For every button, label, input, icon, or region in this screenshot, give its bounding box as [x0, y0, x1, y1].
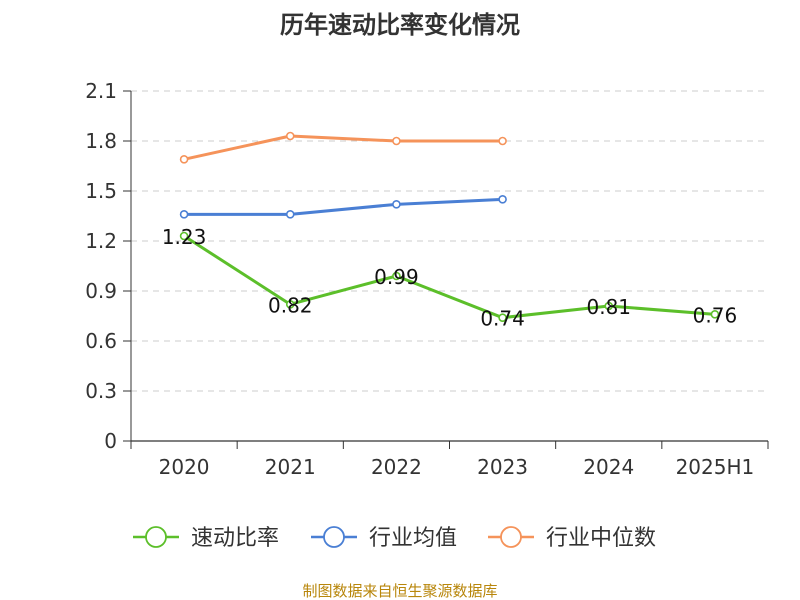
x-tick-label-0: 2020 — [159, 455, 210, 479]
x-tick-label-2: 2022 — [371, 455, 422, 479]
data-label-0: 1.23 — [162, 225, 207, 249]
data-label-5: 0.76 — [693, 303, 738, 327]
legend-marker-1 — [323, 526, 345, 548]
x-tick-label-3: 2023 — [477, 455, 528, 479]
y-tick-label-3: 0.9 — [85, 279, 117, 303]
series-0-point-1 — [285, 300, 295, 309]
series-2-point-3 — [498, 136, 507, 146]
y-tick-label-5: 1.5 — [85, 179, 117, 203]
data-labels: 1.23 0.82 0.99 0.74 0.81 0.76 — [162, 225, 737, 331]
series-0-point-2 — [392, 271, 401, 281]
legend-marker-0 — [145, 526, 167, 548]
legend-marker-2 — [500, 526, 522, 548]
legend-label-1: 行业均值 — [369, 526, 457, 551]
data-label-3: 0.74 — [480, 307, 525, 331]
y-tick-label-7: 2.1 — [85, 79, 117, 103]
series-1-point-2 — [392, 200, 401, 209]
series-0-point-3 — [498, 313, 507, 322]
x-tick-label-1: 2021 — [265, 455, 316, 479]
series-1-point-1 — [285, 210, 295, 219]
x-tick-label-4: 2024 — [583, 455, 634, 479]
series-1-point-0 — [179, 210, 189, 219]
chart-title: 历年速动比率变化情况 — [280, 11, 520, 39]
data-label-2: 0.99 — [374, 265, 419, 289]
source-note: 制图数据来自恒生聚源数据库 — [302, 582, 497, 600]
series-2-point-1 — [285, 131, 295, 141]
y-tick-label-2: 0.6 — [85, 329, 117, 353]
series-0-point-4 — [604, 301, 614, 311]
series-line-0 — [183, 234, 716, 320]
y-tick-label-6: 1.8 — [85, 129, 117, 153]
legend-label-0: 速动比率 — [191, 526, 279, 551]
y-tick-label-0: 0 — [104, 429, 117, 453]
series-line-2 — [183, 134, 503, 161]
legend-label-2: 行业中位数 — [546, 526, 656, 551]
series-2-point-0 — [179, 155, 189, 164]
series-0-point-5 — [710, 310, 720, 319]
grid-lines — [131, 90, 768, 392]
legend: 速动比率 行业均值 行业中位数 — [133, 526, 656, 551]
series-0-point-0 — [179, 231, 189, 241]
data-label-4: 0.81 — [586, 295, 631, 319]
series-line-1 — [184, 197, 503, 216]
x-tick-label-5: 2025H1 — [676, 455, 755, 479]
series-1-point-3 — [498, 195, 507, 204]
axes: 0 0.3 0.6 0.9 1.2 1.5 1.8 2.1 2020 2021 2022 2023 20… — [85, 79, 769, 479]
y-tick-label-4: 1.2 — [85, 229, 117, 253]
series-2-point-2 — [392, 136, 401, 146]
data-label-1: 0.82 — [268, 293, 313, 317]
series-lines — [179, 131, 720, 322]
y-tick-label-1: 0.3 — [85, 379, 117, 403]
